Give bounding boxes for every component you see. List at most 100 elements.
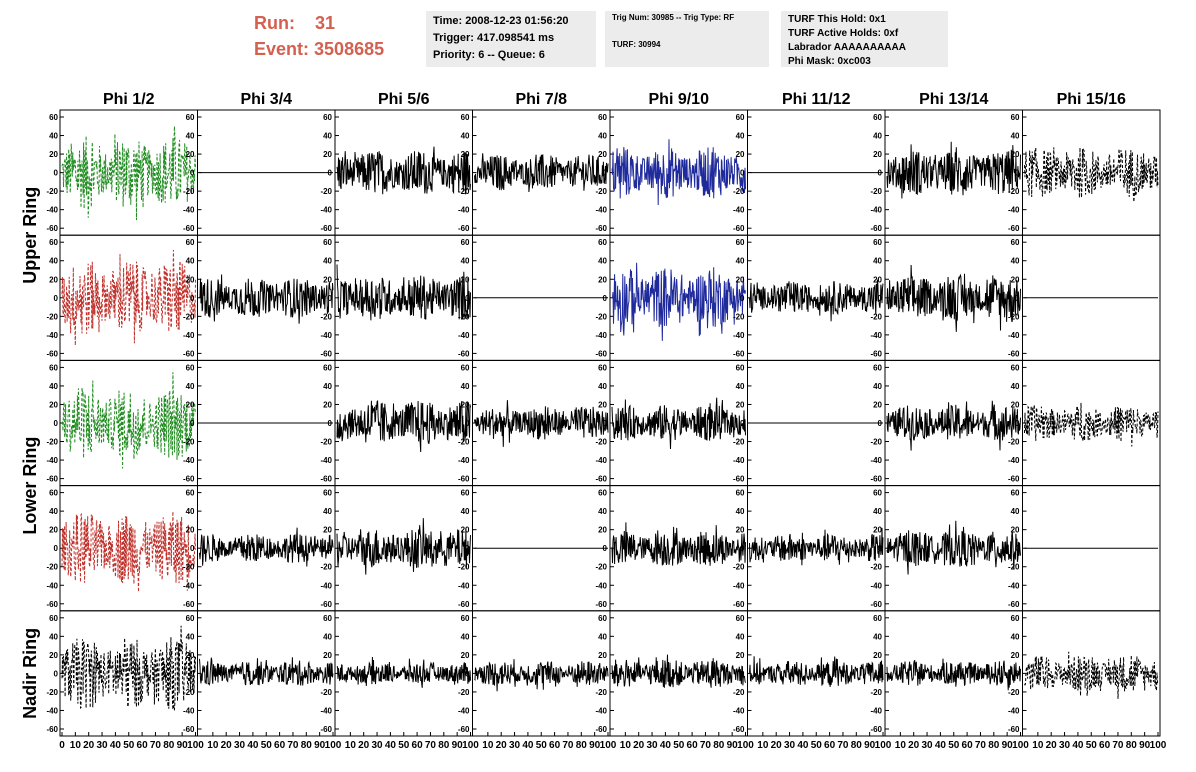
y-tick-label: -40 xyxy=(733,581,745,590)
y-tick-label: 0 xyxy=(603,544,608,553)
y-tick-label: 40 xyxy=(461,382,470,391)
y-tick-label: 40 xyxy=(873,507,882,516)
y-tick-label: 20 xyxy=(598,526,607,535)
time-line: Time: 2008-12-23 01:56:20 xyxy=(433,15,569,27)
y-tick-label: 0 xyxy=(54,294,59,303)
y-tick-label: -40 xyxy=(320,456,332,465)
y-tick-label: 0 xyxy=(465,294,470,303)
y-tick-label: -60 xyxy=(870,224,882,233)
y-tick-label: -20 xyxy=(733,312,745,321)
y-tick-label: 0 xyxy=(328,169,333,178)
x-tick-label: 20 xyxy=(83,740,95,751)
y-tick-label: 0 xyxy=(603,669,608,678)
y-tick-label: 60 xyxy=(186,614,195,623)
y-tick-label: 40 xyxy=(323,132,332,141)
y-tick-label: -40 xyxy=(733,206,745,215)
x-tick-label: 70 xyxy=(425,740,437,751)
x-tick-label: 70 xyxy=(700,740,712,751)
x-tick-label: 40 xyxy=(660,740,672,751)
ring-label: Nadir Ring xyxy=(20,628,40,719)
column-header: Phi 9/10 xyxy=(649,91,710,108)
x-tick-label: 0 xyxy=(59,740,65,751)
y-tick-label: 60 xyxy=(461,113,470,122)
y-tick-label: -20 xyxy=(1008,312,1020,321)
x-tick-label: 50 xyxy=(261,740,273,751)
y-tick-label: 60 xyxy=(598,489,607,498)
y-tick-label: -40 xyxy=(183,581,195,590)
turf-hold-line: TURF This Hold: 0x1 xyxy=(788,14,886,25)
y-tick-label: 0 xyxy=(54,669,59,678)
x-tick-label: 70 xyxy=(150,740,162,751)
waveform-trace xyxy=(474,659,609,692)
y-tick-label: 20 xyxy=(873,651,882,660)
y-tick-label: 40 xyxy=(1011,257,1020,266)
y-tick-label: 0 xyxy=(878,169,883,178)
x-tick-label: 40 xyxy=(385,740,397,751)
y-tick-label: 0 xyxy=(603,419,608,428)
y-tick-label: 20 xyxy=(49,400,58,409)
y-tick-label: -60 xyxy=(183,475,195,484)
labrador-line: Labrador AAAAAAAAAA xyxy=(788,42,906,53)
y-tick-label: 0 xyxy=(878,294,883,303)
y-tick-label: -60 xyxy=(870,349,882,358)
y-tick-label: -60 xyxy=(1008,725,1020,734)
x-tick-label: 20 xyxy=(221,740,233,751)
priority-line: Priority: 6 -- Queue: 6 xyxy=(433,49,545,61)
waveform-trace xyxy=(749,527,884,566)
y-tick-label: 20 xyxy=(873,150,882,159)
x-tick-label: 90 xyxy=(1139,740,1151,751)
y-tick-label: 20 xyxy=(323,651,332,660)
x-tick-label: 80 xyxy=(851,740,863,751)
y-tick-label: 20 xyxy=(873,400,882,409)
x-tick-label: 60 xyxy=(274,740,286,751)
x-tick-label: 50 xyxy=(398,740,410,751)
y-tick-label: 60 xyxy=(873,489,882,498)
waveform-trace xyxy=(61,249,196,346)
y-tick-label: 20 xyxy=(186,651,195,660)
y-tick-label: -20 xyxy=(870,688,882,697)
y-tick-label: 0 xyxy=(190,419,195,428)
y-tick-label: 0 xyxy=(1015,169,1020,178)
y-tick-label: 60 xyxy=(49,614,58,623)
x-tick-label: 70 xyxy=(975,740,987,751)
waveform-trace xyxy=(749,656,884,688)
x-tick-label: 40 xyxy=(797,740,809,751)
waveform-trace xyxy=(1024,147,1159,203)
waveform-trace xyxy=(336,518,471,575)
y-tick-label: 40 xyxy=(323,632,332,641)
y-tick-label: -20 xyxy=(733,187,745,196)
y-tick-label: 0 xyxy=(878,419,883,428)
x-tick-label: 30 xyxy=(509,740,521,751)
y-tick-label: 40 xyxy=(323,257,332,266)
y-tick-label: -40 xyxy=(1008,206,1020,215)
y-tick-label: -20 xyxy=(1008,438,1020,447)
x-tick-label: 80 xyxy=(301,740,313,751)
y-tick-label: 40 xyxy=(736,507,745,516)
x-tick-label: 10 xyxy=(345,740,357,751)
x-tick-label: 40 xyxy=(935,740,947,751)
y-tick-label: 20 xyxy=(461,526,470,535)
y-tick-label: -40 xyxy=(733,456,745,465)
waveform-trace xyxy=(199,527,334,567)
y-tick-label: -20 xyxy=(458,563,470,572)
y-tick-label: -40 xyxy=(458,206,470,215)
y-tick-label: 0 xyxy=(54,169,59,178)
waveform-trace xyxy=(886,400,1021,451)
y-tick-label: 20 xyxy=(1011,651,1020,660)
x-tick-label: 80 xyxy=(1126,740,1138,751)
y-tick-label: -20 xyxy=(46,563,58,572)
x-tick-label: 100 xyxy=(1150,740,1167,751)
x-tick-label: 100 xyxy=(737,740,754,751)
x-tick-label: 80 xyxy=(438,740,450,751)
x-tick-label: 60 xyxy=(962,740,974,751)
turf-info-box: TURF This Hold: 0x1 TURF Active Holds: 0… xyxy=(781,11,948,67)
y-tick-label: -60 xyxy=(320,349,332,358)
y-tick-label: 0 xyxy=(190,544,195,553)
y-tick-label: 40 xyxy=(598,382,607,391)
x-tick-label: 30 xyxy=(96,740,108,751)
y-tick-label: 40 xyxy=(49,257,58,266)
y-tick-label: 20 xyxy=(461,150,470,159)
y-tick-label: 60 xyxy=(598,614,607,623)
y-tick-label: -40 xyxy=(870,456,882,465)
y-tick-label: -20 xyxy=(46,438,58,447)
